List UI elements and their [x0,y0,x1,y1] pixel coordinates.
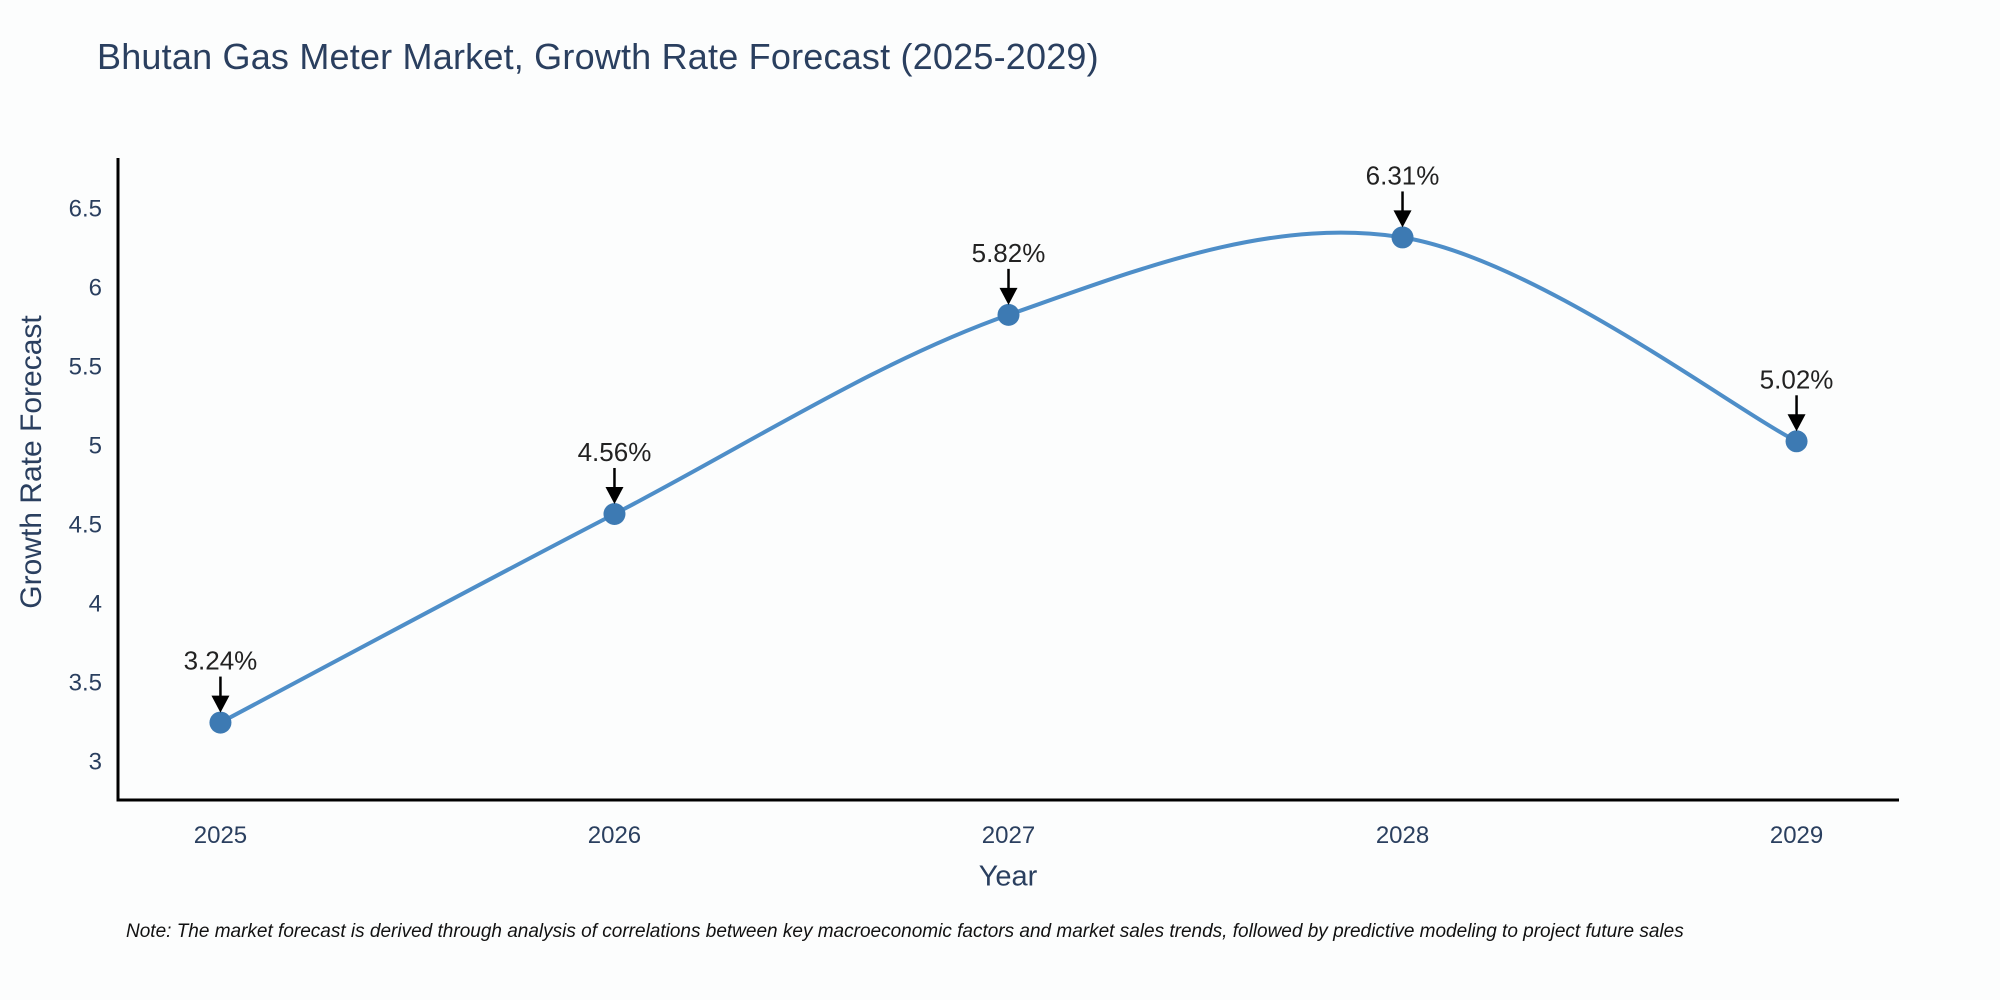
x-axis-title: Year [978,860,1038,893]
x-tick-label: 2026 [588,822,641,849]
y-tick-label: 6.5 [69,195,102,222]
y-tick-label: 5 [89,432,102,459]
data-point-marker [603,502,626,525]
y-axis-title: Growth Rate Forecast [15,315,48,609]
y-tick-label: 4.5 [69,511,102,538]
data-point-label: 5.82% [972,238,1046,268]
data-point-marker [209,711,232,734]
data-point-marker [1785,430,1808,453]
chart-title: Bhutan Gas Meter Market, Growth Rate For… [97,36,1099,77]
data-point-label: 3.24% [184,646,258,676]
footnote: Note: The market forecast is derived thr… [126,921,1684,942]
annotation-arrowhead [211,695,230,713]
y-tick-label: 3.5 [69,669,102,696]
x-tick-label: 2027 [982,822,1035,849]
annotation-arrowhead [605,486,624,504]
annotation-arrowhead [1393,210,1412,228]
data-point-marker [1391,226,1414,249]
y-tick-label: 4 [89,590,102,617]
data-point-label: 5.02% [1760,364,1834,394]
y-tick-label: 5.5 [69,353,102,380]
annotation-arrowhead [1787,414,1806,432]
y-tick-label: 6 [89,274,102,301]
x-tick-label: 2025 [194,822,247,849]
data-point-label: 6.31% [1366,160,1440,190]
data-point-label: 4.56% [578,437,652,467]
x-tick-label: 2028 [1376,822,1429,849]
x-tick-label: 2029 [1770,822,1823,849]
annotation-arrowhead [999,287,1018,305]
data-point-marker [997,303,1020,326]
y-tick-label: 3 [89,748,102,775]
